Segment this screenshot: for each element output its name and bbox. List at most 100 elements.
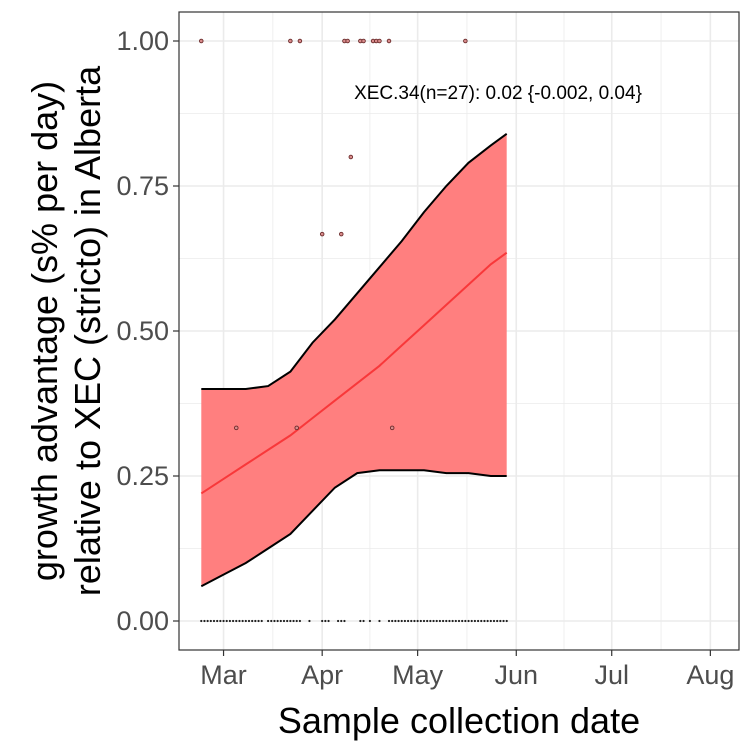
zero-data-point	[480, 619, 483, 623]
zero-data-point	[209, 619, 212, 623]
zero-data-point	[216, 619, 219, 623]
zero-data-point	[308, 619, 311, 623]
zero-data-point	[394, 619, 397, 623]
zero-data-point	[238, 619, 241, 623]
zero-data-point	[419, 619, 422, 623]
zero-data-point	[298, 619, 302, 623]
data-point	[386, 38, 392, 44]
zero-data-point	[451, 619, 454, 623]
zero-data-point	[400, 619, 403, 623]
zero-data-point	[413, 619, 416, 623]
zero-data-point	[441, 619, 445, 623]
zero-data-point	[445, 619, 448, 623]
zero-data-point	[327, 619, 330, 623]
zero-data-point	[406, 619, 410, 623]
y-axis-title-line1: growth advantage (s% per day)	[24, 81, 65, 581]
zero-data-point	[286, 619, 289, 623]
data-point	[234, 425, 239, 431]
zero-data-point	[505, 619, 508, 623]
zero-data-point	[270, 619, 273, 623]
x-tick-label: May	[392, 660, 444, 690]
zero-data-point	[426, 619, 429, 623]
zero-data-point	[235, 619, 238, 623]
zero-data-point	[219, 619, 222, 623]
data-points-layer	[199, 38, 508, 623]
fit-line	[200, 251, 508, 495]
zero-data-point	[403, 619, 407, 623]
zero-data-point	[378, 619, 381, 623]
zero-data-point	[473, 619, 477, 623]
y-tick-label: 1.00	[116, 26, 169, 56]
confidence-ribbon	[201, 133, 507, 587]
y-tick-label: 0.25	[116, 461, 169, 491]
zero-data-point	[244, 619, 247, 623]
zero-data-point	[289, 619, 292, 623]
data-point	[348, 154, 354, 160]
zero-data-point	[502, 619, 505, 623]
x-tick-label: Mar	[200, 660, 247, 690]
x-tick-label: Apr	[301, 660, 343, 690]
zero-data-point	[203, 619, 206, 623]
zero-data-point	[368, 619, 372, 623]
zero-data-point	[228, 619, 232, 623]
zero-data-point	[467, 619, 470, 623]
zero-data-point	[470, 619, 473, 623]
ribbon-upper-edge	[201, 132, 508, 390]
zero-data-point	[422, 619, 426, 623]
x-axis-title: Sample collection date	[278, 700, 640, 741]
data-point	[345, 38, 350, 44]
zero-data-point	[295, 619, 298, 623]
zero-data-point	[292, 619, 295, 623]
data-point	[297, 38, 303, 44]
data-point	[389, 425, 395, 431]
y-axis-title-line2: relative to XEC (stricto) in Alberta	[67, 65, 108, 596]
zero-data-point	[359, 619, 362, 623]
zero-data-point	[247, 619, 251, 623]
zero-data-point	[397, 619, 400, 623]
zero-data-point	[429, 619, 432, 623]
zero-data-point	[279, 619, 282, 623]
zero-data-point	[387, 619, 391, 623]
data-point	[294, 425, 299, 431]
zero-data-point	[343, 619, 346, 623]
zero-data-point	[499, 619, 502, 623]
zero-data-point	[212, 619, 216, 623]
zero-data-point	[225, 619, 228, 623]
zero-data-point	[448, 619, 451, 623]
zero-data-point	[200, 619, 203, 623]
zero-data-point	[432, 619, 435, 623]
fit-line-layer	[200, 251, 508, 495]
data-point	[319, 231, 325, 237]
zero-data-point	[321, 619, 324, 623]
zero-data-point	[496, 619, 499, 623]
data-point	[199, 38, 204, 44]
zero-data-point	[251, 619, 254, 623]
zero-data-point	[260, 619, 263, 623]
y-tick-label: 0.50	[116, 316, 169, 346]
x-tick-label: Jun	[494, 660, 538, 690]
data-point	[463, 38, 468, 44]
zero-data-point	[276, 619, 279, 623]
zero-data-point	[340, 619, 343, 623]
axis-ticks-layer: 0.00 0.25 0.50 0.75 1.00 Mar Apr May Jun Jul Aug	[116, 26, 734, 690]
zero-data-point	[222, 619, 225, 623]
zero-data-point	[464, 619, 467, 623]
data-point	[361, 38, 366, 44]
x-tick-label: Jul	[594, 660, 629, 690]
zero-data-point	[273, 619, 276, 623]
zero-data-point	[241, 619, 244, 623]
zero-data-point	[324, 619, 327, 623]
zero-data-point	[336, 619, 340, 623]
zero-data-point	[362, 619, 365, 623]
x-tick-label: Aug	[686, 660, 734, 690]
zero-data-point	[492, 619, 496, 623]
zero-data-point	[206, 619, 209, 623]
zero-data-point	[486, 619, 489, 623]
zero-data-point	[489, 619, 492, 623]
y-tick-label: 0.75	[116, 171, 169, 201]
y-tick-label: 0.00	[116, 606, 169, 636]
zero-data-point	[457, 619, 461, 623]
zero-data-point	[435, 619, 438, 623]
zero-data-point	[461, 619, 464, 623]
